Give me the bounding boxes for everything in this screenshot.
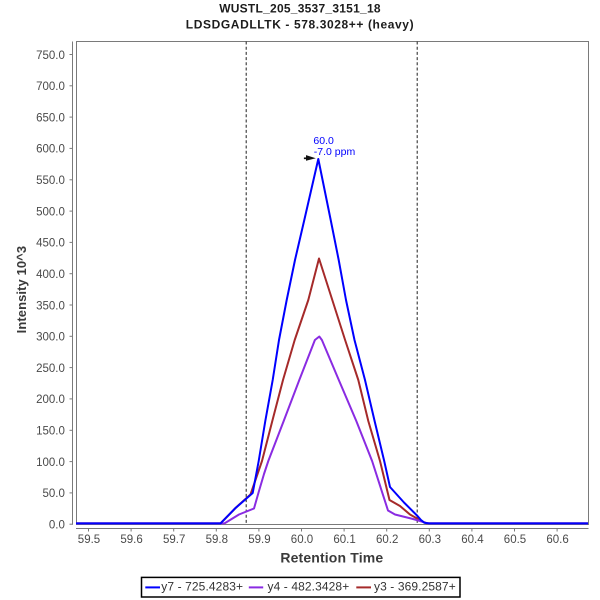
svg-text:Retention Time: Retention Time (280, 550, 383, 566)
svg-text:550.0: 550.0 (36, 175, 65, 187)
svg-text:-7.0 ppm: -7.0 ppm (314, 146, 356, 158)
svg-text:60.0: 60.0 (291, 534, 313, 546)
svg-text:60.1: 60.1 (333, 534, 355, 546)
svg-text:100.0: 100.0 (36, 457, 65, 469)
svg-text:350.0: 350.0 (36, 300, 65, 312)
svg-text:WUSTL_205_3537_3151_18: WUSTL_205_3537_3151_18 (219, 1, 381, 15)
svg-text:0.0: 0.0 (49, 520, 65, 532)
svg-text:150.0: 150.0 (36, 426, 65, 438)
svg-text:59.7: 59.7 (163, 534, 185, 546)
svg-text:y7 - 725.4283+: y7 - 725.4283+ (161, 580, 243, 594)
svg-text:600.0: 600.0 (36, 144, 65, 156)
svg-text:450.0: 450.0 (36, 238, 65, 250)
svg-text:59.5: 59.5 (78, 534, 100, 546)
svg-text:200.0: 200.0 (36, 394, 65, 406)
svg-text:60.0: 60.0 (313, 135, 334, 147)
svg-text:650.0: 650.0 (36, 112, 65, 124)
svg-text:y4 - 482.3428+: y4 - 482.3428+ (268, 580, 350, 594)
svg-text:400.0: 400.0 (36, 269, 65, 281)
svg-text:60.5: 60.5 (504, 534, 526, 546)
svg-text:59.9: 59.9 (248, 534, 270, 546)
svg-text:LDSDGADLLTK - 578.3028++ (heav: LDSDGADLLTK - 578.3028++ (heavy) (186, 18, 414, 32)
svg-text:59.8: 59.8 (206, 534, 228, 546)
svg-text:500.0: 500.0 (36, 206, 65, 218)
svg-text:50.0: 50.0 (43, 488, 65, 500)
svg-text:300.0: 300.0 (36, 332, 65, 344)
svg-text:Intensity 10^3: Intensity 10^3 (14, 246, 29, 333)
svg-text:60.6: 60.6 (546, 534, 568, 546)
svg-text:750.0: 750.0 (36, 50, 65, 62)
svg-text:59.6: 59.6 (120, 534, 142, 546)
svg-text:y3 - 369.2587+: y3 - 369.2587+ (374, 580, 456, 594)
svg-text:60.3: 60.3 (419, 534, 441, 546)
svg-text:60.4: 60.4 (461, 534, 484, 546)
svg-text:250.0: 250.0 (36, 363, 65, 375)
svg-text:700.0: 700.0 (36, 81, 65, 93)
svg-text:60.2: 60.2 (376, 534, 398, 546)
